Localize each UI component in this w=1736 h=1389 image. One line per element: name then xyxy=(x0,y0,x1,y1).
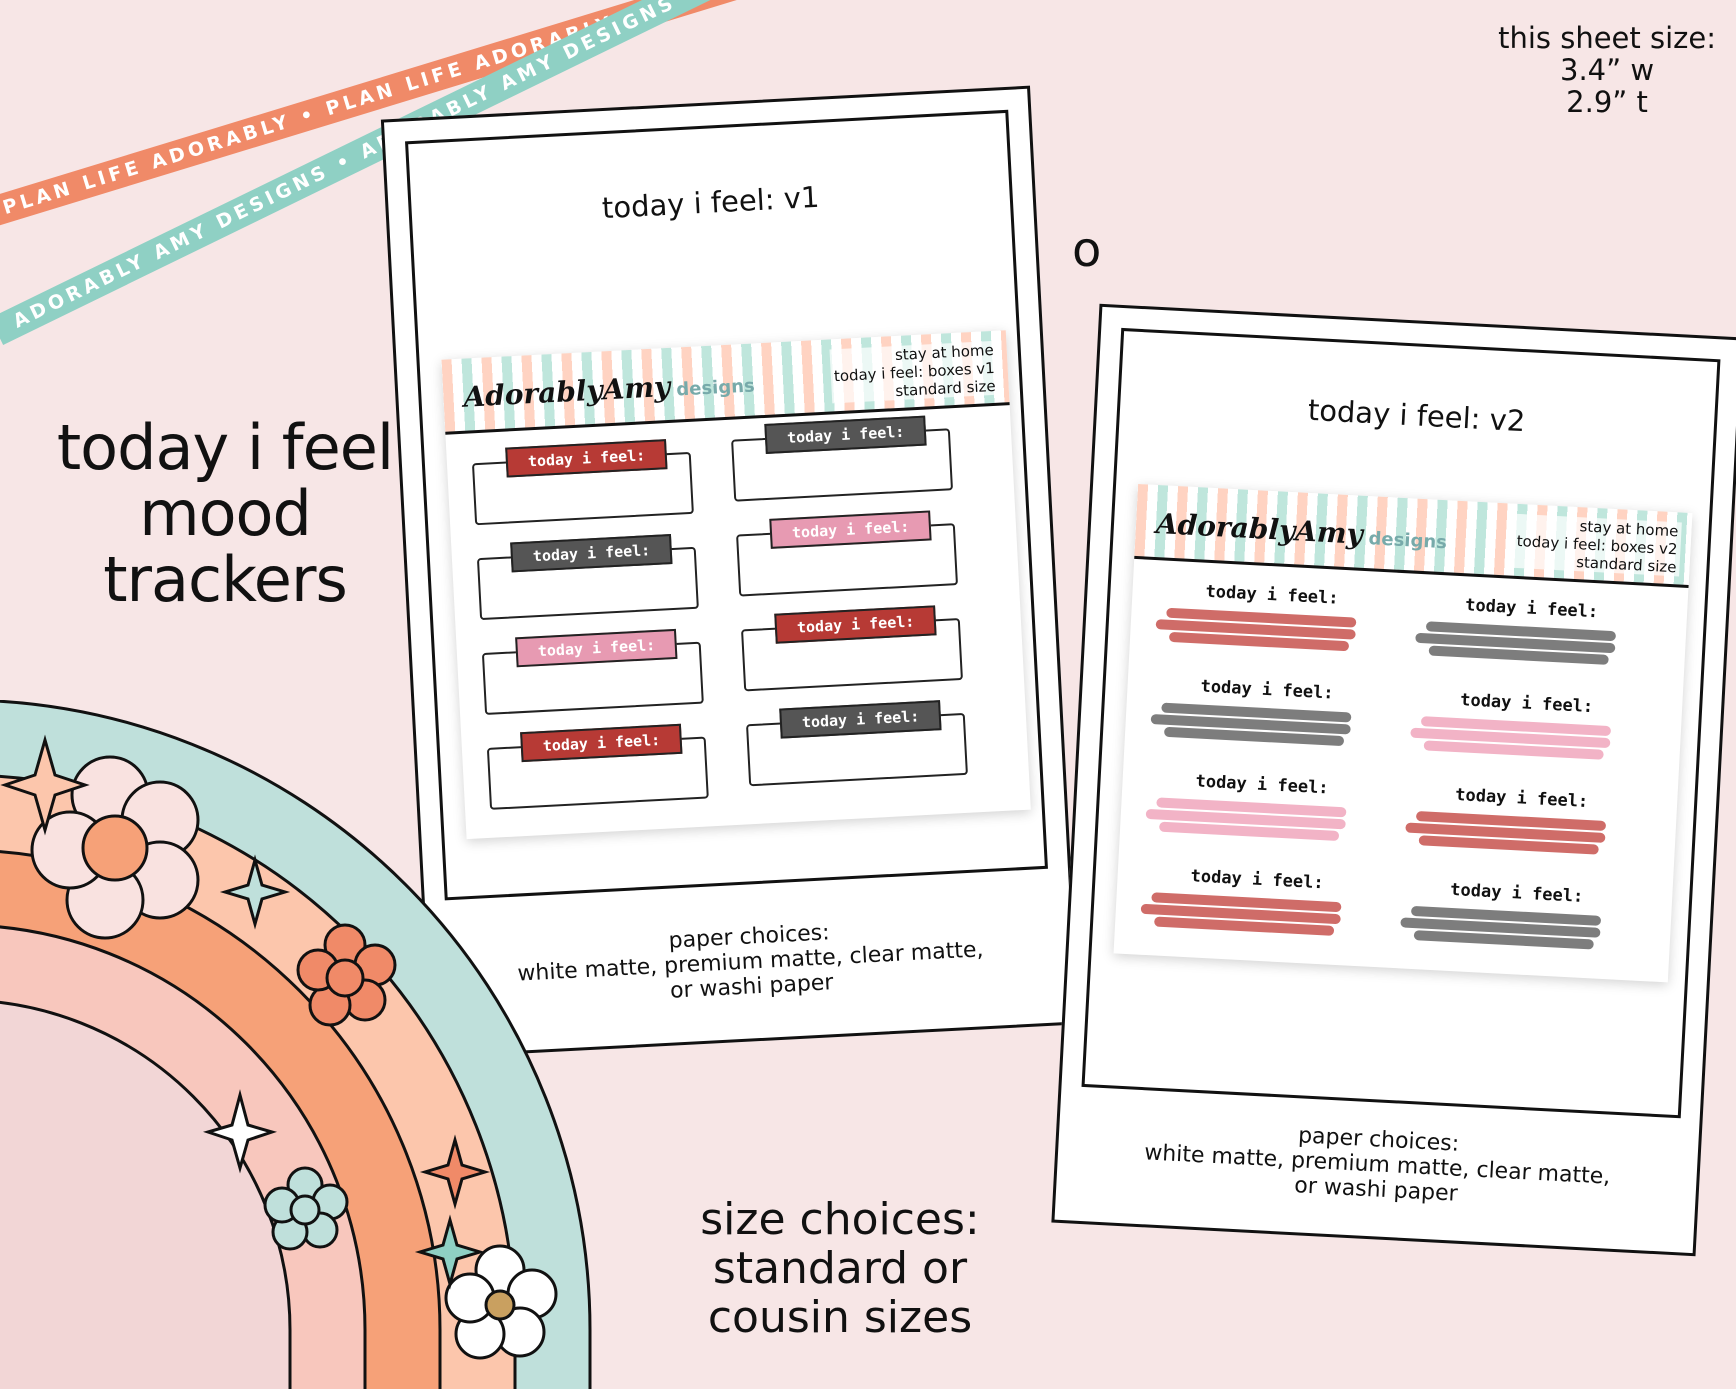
mood-box: today i feel: xyxy=(745,700,968,787)
scribble-label: today i feel: xyxy=(1459,690,1594,718)
logo-suffix: designs xyxy=(675,375,756,401)
main-heading: today i feel mood trackers xyxy=(40,415,410,613)
heading-line-3: trackers xyxy=(103,543,348,616)
size-choices-line-2: standard or xyxy=(712,1243,968,1294)
mood-box: today i feel: xyxy=(476,534,699,621)
mood-tag: today i feel: xyxy=(769,510,933,549)
sheet-v2-card: today i feel: v2 AdorablyAmy designs stay… xyxy=(1051,303,1736,1257)
rainbow-illustration xyxy=(0,700,592,1389)
mood-box: today i feel: xyxy=(731,415,954,502)
size-choices-label: size choices: xyxy=(700,1194,980,1245)
size-choices-line-3: cousin sizes xyxy=(707,1292,973,1343)
smiley-flower-icon xyxy=(30,755,200,940)
sheet-v2-header-text: stay at home today i feel: boxes v2 stan… xyxy=(1512,513,1682,577)
mood-scribble: today i feel: xyxy=(1140,866,1353,943)
mood-box: today i feel: xyxy=(736,510,958,597)
sparkle-icon xyxy=(0,734,491,1290)
scribble-label: today i feel: xyxy=(1200,676,1335,704)
mood-scribble: today i feel: xyxy=(1404,785,1617,862)
heading-line-1: today i feel xyxy=(56,411,394,484)
scribble-label: today i feel: xyxy=(1195,771,1330,799)
mood-tag: today i feel: xyxy=(779,700,942,739)
brand-logo: AdorablyAmy designs xyxy=(1155,507,1448,555)
mood-scribble: today i feel: xyxy=(1150,676,1363,753)
scribble-label: today i feel: xyxy=(1205,581,1339,609)
scribble-label: today i feel: xyxy=(1464,595,1599,623)
sheet-size-info: this sheet size: 3.4” w 2.9” t xyxy=(1498,22,1716,118)
mood-scribble: today i feel: xyxy=(1399,879,1612,956)
sheet-v1-header-text: stay at home today i feel: boxes v1 stan… xyxy=(829,340,1000,404)
white-flower-icon xyxy=(444,1244,558,1360)
logo-suffix: designs xyxy=(1368,528,1448,554)
mood-scribble: today i feel: xyxy=(1145,771,1358,848)
logo-text: AdorablyAmy xyxy=(462,369,672,414)
coral-flower-icon xyxy=(296,923,397,1027)
mood-tag: today i feel: xyxy=(505,439,668,478)
sheet-v2-paper-choices: paper choices: white matte, premium matt… xyxy=(1056,1111,1698,1219)
sheet-size-label: this sheet size: xyxy=(1498,21,1716,55)
mood-scribble: today i feel: xyxy=(1414,595,1627,672)
scribble-label: today i feel: xyxy=(1449,879,1584,907)
scribble-label: today i feel: xyxy=(1190,866,1325,894)
mood-scribble: today i feel: xyxy=(1409,690,1622,767)
mint-flower-icon xyxy=(263,1166,349,1251)
scribble-label: today i feel: xyxy=(1454,785,1589,812)
sheet-v2-preview: AdorablyAmy designs stay at home today i … xyxy=(1113,484,1693,983)
mood-tag: today i feel: xyxy=(515,628,678,668)
sheet-size-width: 3.4” w xyxy=(1560,53,1655,87)
mood-tag: today i feel: xyxy=(774,605,938,644)
size-choices: size choices: standard or cousin sizes xyxy=(660,1195,1020,1342)
separator-glyph: o xyxy=(1072,222,1102,278)
mood-tag: today i feel: xyxy=(764,415,928,454)
mood-box: today i feel: xyxy=(471,439,694,526)
mood-box: today i feel: xyxy=(741,605,963,692)
sheet-size-height: 2.9” t xyxy=(1566,85,1648,119)
heading-line-2: mood xyxy=(139,477,312,550)
mood-tag: today i feel: xyxy=(510,534,673,573)
logo-text: AdorablyAmy xyxy=(1155,507,1364,551)
brand-logo: AdorablyAmy designs xyxy=(462,365,756,414)
mood-scribble: today i feel: xyxy=(1155,581,1368,658)
